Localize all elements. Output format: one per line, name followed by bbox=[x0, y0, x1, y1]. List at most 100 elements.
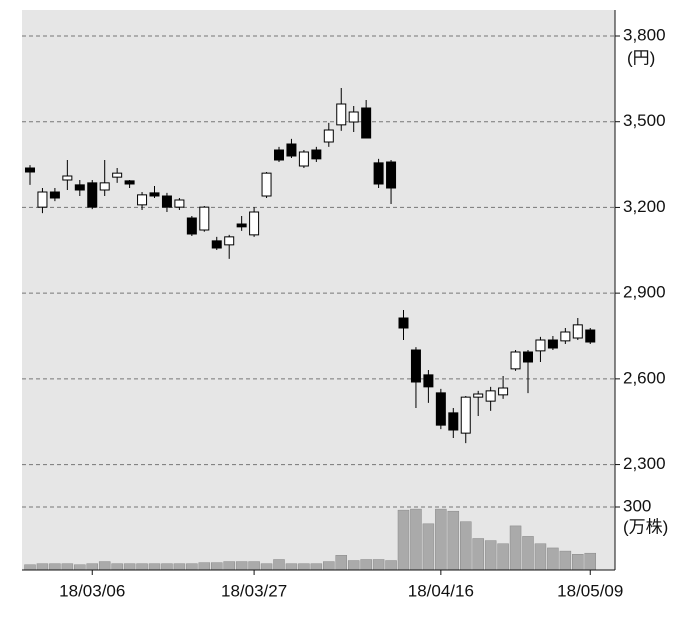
volume-bar bbox=[497, 543, 509, 571]
volume-bar bbox=[323, 561, 335, 571]
volume-bar bbox=[410, 508, 422, 571]
candle-body bbox=[547, 339, 558, 349]
candle-body bbox=[535, 339, 546, 352]
volume-bar bbox=[123, 563, 136, 571]
candle-body bbox=[460, 396, 471, 434]
candle-body bbox=[373, 162, 384, 185]
candle-body bbox=[236, 223, 247, 228]
volume-bar bbox=[522, 536, 534, 571]
candle-body bbox=[62, 175, 73, 181]
candle-body bbox=[398, 317, 409, 329]
volume-bar bbox=[98, 561, 111, 571]
volume-bar bbox=[347, 560, 360, 571]
candle-body bbox=[274, 149, 284, 161]
volume-bar bbox=[36, 563, 49, 571]
volume-bar bbox=[273, 559, 285, 571]
volume-bar bbox=[148, 563, 161, 571]
volume-bar bbox=[173, 563, 186, 571]
volume-bar bbox=[111, 563, 123, 571]
volume-bar bbox=[435, 508, 447, 571]
volume-bar bbox=[24, 564, 36, 571]
volume-bar bbox=[372, 559, 385, 571]
volume-bar bbox=[422, 523, 435, 571]
candle-body bbox=[112, 172, 123, 178]
y-tick-label: 3,800 bbox=[623, 25, 666, 44]
volume-bar bbox=[186, 563, 198, 571]
y-tick-label: 2,300 bbox=[623, 454, 666, 473]
plot-background bbox=[22, 10, 615, 570]
y-unit: (円) bbox=[627, 48, 655, 67]
volume-bar bbox=[61, 563, 74, 571]
y-tick-label: 3,500 bbox=[623, 111, 666, 130]
candle-body bbox=[523, 351, 533, 363]
candle-body bbox=[286, 143, 297, 157]
volume-bar bbox=[49, 563, 61, 571]
volume-bar bbox=[559, 550, 572, 571]
candle-body bbox=[25, 167, 35, 173]
volume-bar bbox=[285, 563, 298, 571]
candle-body bbox=[473, 393, 484, 398]
volume-bar bbox=[572, 554, 584, 571]
candle-body bbox=[386, 161, 397, 189]
candle-body bbox=[560, 331, 571, 342]
candle-body bbox=[435, 392, 446, 426]
volume-bar bbox=[86, 563, 98, 571]
volume-bar bbox=[235, 561, 248, 571]
volume-bar bbox=[460, 521, 472, 571]
candle-body bbox=[572, 324, 583, 339]
candle-body bbox=[510, 351, 521, 370]
volume-bar bbox=[509, 525, 522, 571]
volume-bar bbox=[260, 563, 273, 571]
volume-bar bbox=[472, 538, 484, 571]
candle-body bbox=[49, 191, 60, 199]
volume-bar bbox=[584, 552, 596, 571]
candle-body bbox=[199, 206, 210, 231]
volume-bar bbox=[161, 563, 173, 571]
candle-body bbox=[361, 107, 372, 139]
candle-body bbox=[186, 217, 197, 235]
x-tick-label: 18/04/16 bbox=[408, 581, 474, 600]
volume-bar bbox=[136, 563, 148, 571]
candle-body bbox=[249, 211, 260, 236]
x-tick-label: 18/03/06 bbox=[59, 581, 125, 600]
volume-bar bbox=[447, 510, 460, 571]
volume-bar bbox=[211, 562, 223, 571]
candle-body bbox=[124, 180, 135, 185]
volume-bar bbox=[248, 561, 260, 571]
volume-bar bbox=[198, 562, 211, 571]
volume-bar bbox=[310, 563, 323, 571]
candle-body bbox=[74, 184, 85, 191]
candle-body bbox=[423, 374, 434, 388]
candle-body bbox=[336, 103, 347, 126]
candle-body bbox=[311, 149, 322, 160]
candle-body bbox=[410, 349, 421, 383]
candle-body bbox=[298, 151, 309, 167]
y-tick-label: 3,200 bbox=[623, 197, 666, 216]
x-tick-label: 18/05/09 bbox=[557, 581, 623, 600]
y-tick-label: 2,600 bbox=[623, 368, 666, 387]
candle-body bbox=[323, 129, 334, 143]
volume-bar bbox=[547, 547, 559, 571]
candle-body bbox=[348, 111, 359, 123]
volume-bar bbox=[223, 561, 235, 571]
y-tick-label: 2,900 bbox=[623, 283, 666, 302]
candle-body bbox=[448, 412, 459, 431]
candle-body bbox=[585, 329, 596, 343]
volume-bar bbox=[385, 560, 397, 571]
candle-body bbox=[149, 192, 160, 197]
volume-bar bbox=[534, 543, 547, 571]
candle-body bbox=[161, 195, 172, 208]
volume-bar bbox=[484, 540, 497, 571]
y2-tick-label: 300 bbox=[623, 496, 651, 515]
candle-body bbox=[485, 390, 496, 402]
volume-bar bbox=[298, 563, 310, 571]
candle-body bbox=[211, 240, 222, 249]
candle-body bbox=[99, 182, 110, 191]
volume-bar bbox=[397, 509, 410, 571]
x-tick-label: 18/03/27 bbox=[221, 581, 287, 600]
volume-bar bbox=[335, 555, 347, 571]
volume-bar bbox=[360, 559, 372, 571]
volume-bar bbox=[74, 564, 86, 571]
candle-body bbox=[87, 182, 98, 208]
